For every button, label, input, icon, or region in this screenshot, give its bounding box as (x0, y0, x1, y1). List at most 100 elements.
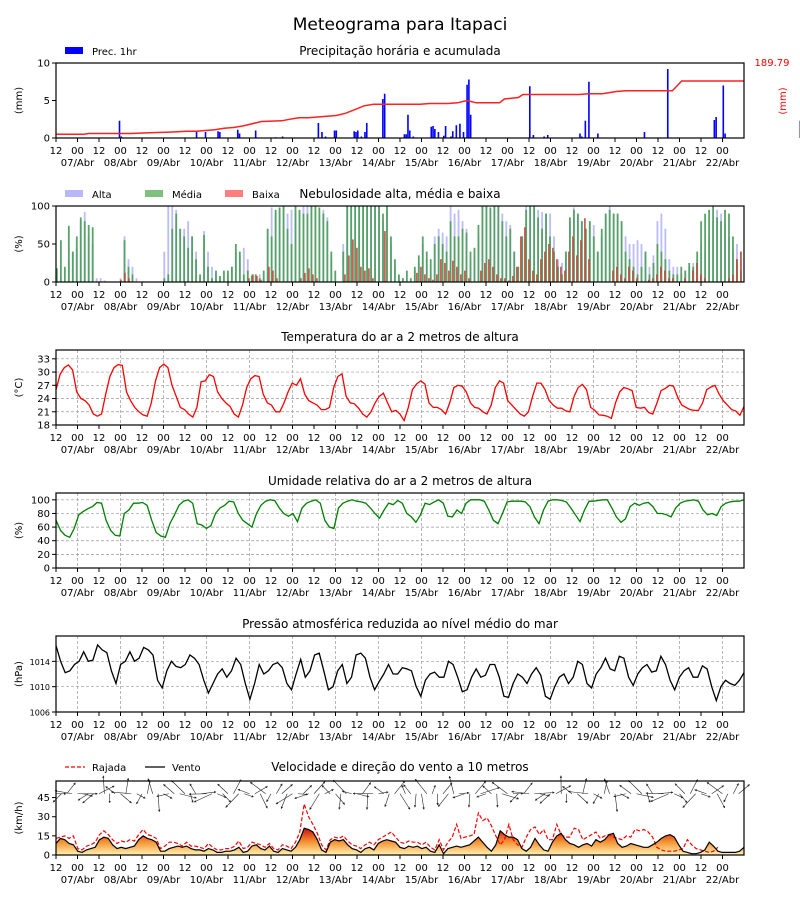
legend-label: Vento (172, 763, 201, 774)
precip-bar (353, 131, 356, 138)
cloud-bar-baixa (616, 266, 618, 282)
y-tick-label: 100 (31, 495, 50, 506)
gust-line (55, 803, 719, 854)
x-tick-hour-label: 12 (437, 576, 450, 587)
x-tick-date-label: 12/Abr (276, 302, 310, 313)
x-tick-date-label: 13/Abr (319, 732, 353, 743)
cloud-bar-media (584, 228, 587, 282)
cloud-bar-media (234, 244, 237, 282)
cloud-bar-media (477, 225, 480, 282)
cloud-bar-media (227, 270, 229, 282)
cloud-bar-media (401, 278, 404, 282)
cloud-bar-media (219, 275, 221, 282)
cloud-bar-media (588, 221, 591, 282)
cloud-bar-media (171, 228, 174, 282)
cloud-bar-media (417, 255, 420, 282)
panel-title: Pressão atmosférica reduzida ao nível mé… (242, 617, 558, 631)
wind-direction-arrow (163, 784, 175, 794)
cloud-bar-media (215, 270, 217, 282)
cloud-bar-media (59, 240, 62, 282)
cloud-bar-baixa (736, 259, 738, 282)
precip-bar (444, 126, 447, 138)
y-tick-label: 18 (37, 421, 50, 432)
cloud-bar-alta (664, 228, 667, 282)
x-tick-hour-label: 12 (437, 433, 450, 444)
wind-direction-arrow (682, 793, 696, 808)
cloud-bar-media (704, 213, 707, 282)
x-tick-hour-label: 12 (480, 863, 493, 874)
wind-direction-arrow (491, 782, 508, 794)
x-tick-hour-label: 00 (630, 433, 643, 444)
wind-direction-arrow (603, 780, 608, 794)
wind-direction-arrow (244, 793, 254, 798)
y-tick-label: 1010 (30, 683, 50, 692)
precip-bar (543, 136, 545, 138)
wind-direction-arrow (567, 790, 589, 795)
x-tick-hour-label: 12 (93, 576, 106, 587)
wind-direction-arrow (157, 793, 161, 813)
cloud-bar-media (374, 206, 376, 282)
cloud-bar-alta (636, 240, 639, 282)
x-tick-hour-label: 00 (458, 863, 471, 874)
wind-direction-arrow (716, 793, 726, 809)
precip-bar (468, 79, 470, 138)
precip-bar (383, 93, 386, 138)
x-tick-hour-label: 00 (286, 720, 299, 731)
x-tick-hour-label: 00 (544, 576, 557, 587)
x-tick-hour-label: 12 (394, 433, 407, 444)
wind-direction-arrow (413, 793, 417, 808)
x-tick-hour-label: 00 (673, 433, 686, 444)
x-tick-hour-label: 12 (394, 720, 407, 731)
cloud-bar-baixa (636, 278, 638, 282)
cloud-bar-media (620, 221, 623, 282)
x-tick-hour-label: 00 (329, 863, 342, 874)
wind-direction-arrow (136, 793, 143, 805)
cloud-bar-media (211, 278, 213, 282)
precip-bar (357, 130, 359, 138)
y-tick-label: 100 (31, 202, 50, 213)
x-tick-hour-label: 00 (157, 433, 170, 444)
cloud-bar-media (195, 259, 197, 282)
y-tick-label: 21 (37, 407, 50, 418)
y-axis-label: (km/h) (14, 801, 25, 834)
cloud-bar-media (123, 240, 126, 282)
wind-direction-arrow (645, 792, 664, 795)
x-tick-hour-label: 00 (458, 290, 471, 301)
x-tick-hour-label: 12 (695, 576, 708, 587)
x-tick-hour-label: 12 (136, 433, 149, 444)
y-tick-label: 0 (44, 564, 50, 575)
cloud-bar-baixa (668, 278, 670, 282)
x-tick-hour-label: 00 (114, 433, 127, 444)
x-tick-hour-label: 00 (243, 290, 256, 301)
cloud-bar-media (386, 206, 388, 282)
cloud-bar-media (481, 206, 484, 282)
cloud-bar-baixa (620, 274, 622, 282)
x-tick-date-label: 17/Abr (491, 158, 525, 169)
cloud-bar-baixa (260, 279, 262, 282)
pressure-line (55, 643, 745, 703)
cloud-bar-baixa (448, 270, 450, 282)
y-axis-label: (%) (14, 235, 25, 252)
x-tick-hour-label: 12 (523, 433, 536, 444)
x-tick-date-label: 18/Abr (534, 732, 568, 743)
panel-clouds: Nebulosidade alta, média e baixa 0 50 100 (%… (14, 187, 745, 313)
cloud-bar-media (720, 221, 722, 282)
wind-direction-arrow (66, 782, 76, 794)
precip-bar (584, 120, 587, 138)
x-tick-date-label: 16/Abr (448, 875, 482, 886)
cloud-bar-media (437, 236, 440, 282)
cloud-bar-baixa (500, 278, 502, 282)
cloud-bar-media (469, 251, 472, 282)
x-tick-hour-label: 00 (200, 146, 213, 157)
cloud-bar-baixa (560, 266, 562, 282)
x-tick-hour-label: 00 (286, 290, 299, 301)
cloud-bar-media (390, 236, 392, 282)
wind-direction-arrow (511, 790, 530, 795)
wind-direction-arrow (534, 793, 546, 801)
plot-frame (55, 62, 745, 139)
accumulated-precip-line (56, 80, 744, 136)
x-tick-hour-label: 00 (71, 290, 84, 301)
cloud-bar-baixa (372, 278, 374, 282)
x-tick-hour-label: 12 (394, 863, 407, 874)
